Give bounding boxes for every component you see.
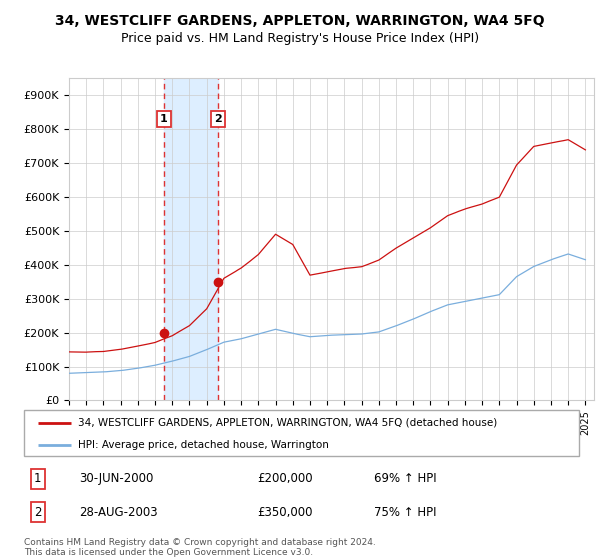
Text: Contains HM Land Registry data © Crown copyright and database right 2024.
This d: Contains HM Land Registry data © Crown c…: [24, 538, 376, 557]
Text: 30-JUN-2000: 30-JUN-2000: [79, 473, 154, 486]
Text: 1: 1: [160, 114, 167, 124]
Bar: [164, 78, 218, 400]
Text: HPI: Average price, detached house, Warrington: HPI: Average price, detached house, Warr…: [79, 440, 329, 450]
Text: 75% ↑ HPI: 75% ↑ HPI: [374, 506, 436, 519]
Text: 1: 1: [34, 473, 41, 486]
Text: Price paid vs. HM Land Registry's House Price Index (HPI): Price paid vs. HM Land Registry's House …: [121, 32, 479, 45]
FancyBboxPatch shape: [24, 410, 579, 456]
Text: 2: 2: [214, 114, 222, 124]
Text: £350,000: £350,000: [257, 506, 313, 519]
Text: 69% ↑ HPI: 69% ↑ HPI: [374, 473, 436, 486]
Text: £200,000: £200,000: [257, 473, 313, 486]
Text: 34, WESTCLIFF GARDENS, APPLETON, WARRINGTON, WA4 5FQ (detached house): 34, WESTCLIFF GARDENS, APPLETON, WARRING…: [79, 418, 497, 428]
Text: 28-AUG-2003: 28-AUG-2003: [79, 506, 158, 519]
Text: 34, WESTCLIFF GARDENS, APPLETON, WARRINGTON, WA4 5FQ: 34, WESTCLIFF GARDENS, APPLETON, WARRING…: [55, 14, 545, 28]
Text: 2: 2: [34, 506, 41, 519]
